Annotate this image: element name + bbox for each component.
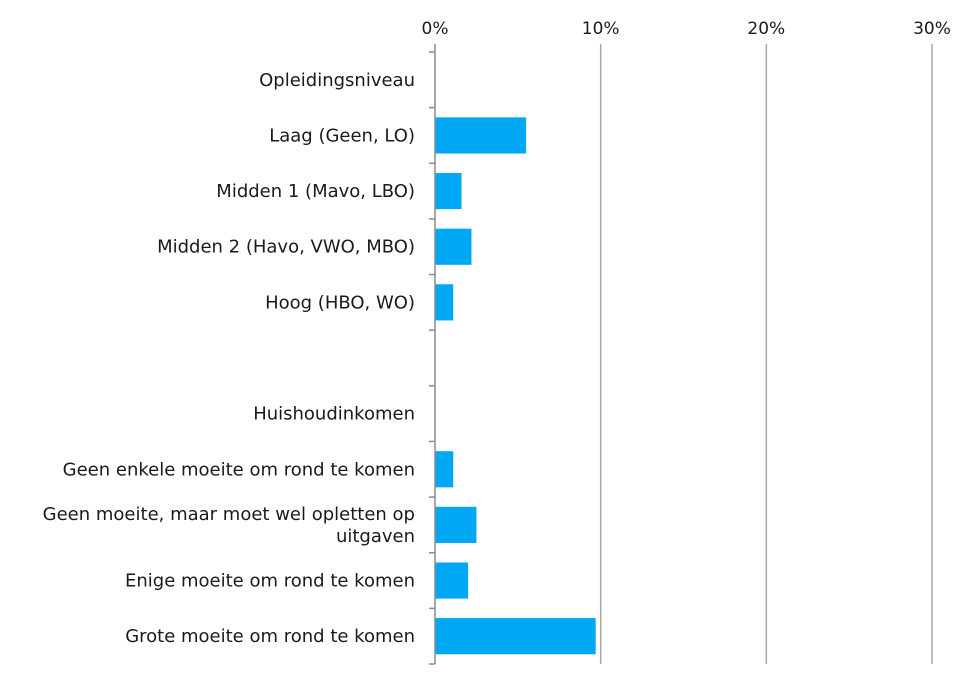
bar bbox=[435, 451, 454, 488]
bar bbox=[435, 173, 462, 210]
bars bbox=[435, 117, 596, 655]
category-labels: Opleidingsniveau Laag (Geen, LO) Midden 1 … bbox=[43, 70, 415, 647]
gridlines bbox=[599, 44, 933, 664]
category-label: Opleidingsniveau bbox=[259, 70, 415, 91]
bar bbox=[435, 506, 477, 543]
x-axis-tick-labels: 0% 10% 20% 30% bbox=[422, 19, 951, 39]
category-label: uitgaven bbox=[336, 526, 415, 547]
bar bbox=[435, 284, 454, 321]
category-label: Geen moeite, maar moet wel opletten op bbox=[43, 504, 415, 525]
bar bbox=[435, 228, 472, 265]
category-label: Grote moeite om rond te komen bbox=[125, 626, 415, 647]
bar bbox=[435, 117, 527, 154]
x-tick-label: 10% bbox=[582, 19, 620, 39]
bar bbox=[435, 562, 469, 599]
category-label: Hoog (HBO, WO) bbox=[265, 292, 415, 313]
category-label: Midden 1 (Mavo, LBO) bbox=[216, 181, 415, 202]
x-tick-label: 20% bbox=[747, 19, 785, 39]
category-label: Laag (Geen, LO) bbox=[269, 125, 415, 146]
x-tick-label: 0% bbox=[422, 19, 449, 39]
y-axis bbox=[429, 44, 436, 665]
category-label: Geen enkele moeite om rond te komen bbox=[63, 459, 415, 480]
category-label: Huishoudinkomen bbox=[253, 404, 415, 425]
x-tick-label: 30% bbox=[913, 19, 951, 39]
bar bbox=[435, 618, 596, 655]
category-label: Enige moeite om rond te komen bbox=[125, 571, 415, 592]
category-label: Midden 2 (Havo, VWO, MBO) bbox=[157, 237, 415, 258]
